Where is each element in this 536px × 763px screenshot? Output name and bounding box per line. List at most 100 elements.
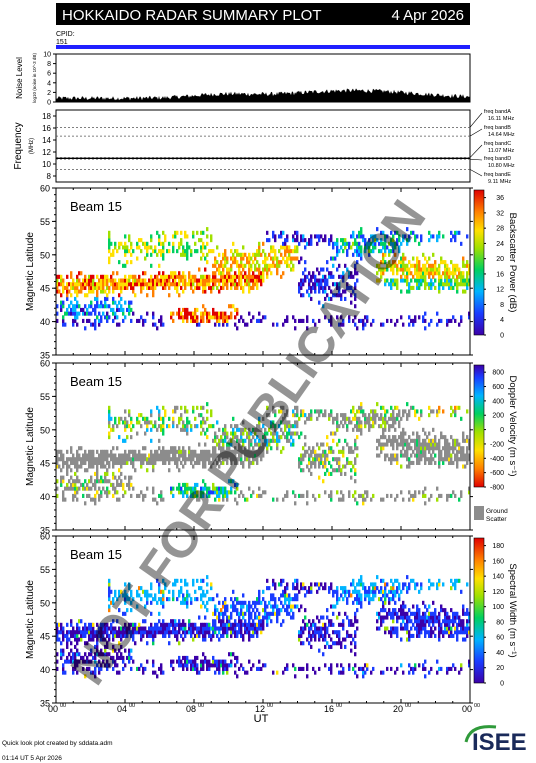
scatter-cell [236, 252, 239, 257]
scatter-cell [128, 234, 131, 239]
scatter-cell [74, 493, 77, 498]
scatter-cell [106, 285, 109, 290]
scatter-cell [324, 282, 327, 287]
scatter-cell [330, 497, 333, 502]
scatter-cell [78, 311, 81, 316]
scatter-cell [292, 604, 295, 609]
scatter-cell [196, 307, 199, 312]
scatter-cell [98, 666, 101, 671]
scatter-cell [188, 446, 191, 451]
scatter-cell [462, 464, 465, 469]
scatter-cell [72, 482, 75, 487]
scatter-cell [130, 307, 133, 312]
scatter-cell [72, 460, 75, 465]
scatter-cell [190, 427, 193, 432]
scatter-cell [282, 431, 285, 436]
scatter-cell [340, 245, 343, 250]
scatter-cell [220, 438, 223, 443]
scatter-cell [462, 271, 465, 276]
scatter-cell [432, 615, 435, 620]
scatter-cell [372, 424, 375, 429]
scatter-cell [314, 278, 317, 283]
scatter-cell [388, 589, 391, 594]
scatter-cell [434, 619, 437, 624]
scatter-cell [294, 424, 297, 429]
scatter-cell [236, 263, 239, 268]
colorbar-tick-label: 28 [496, 226, 504, 233]
scatter-cell [442, 460, 445, 465]
scatter-cell [344, 438, 347, 443]
scatter-cell [356, 427, 359, 432]
scatter-cell [322, 449, 325, 454]
scatter-cell [200, 249, 203, 254]
scatter-cell [198, 322, 201, 327]
scatter-cell [176, 637, 179, 642]
scatter-cell [92, 655, 95, 660]
scatter-cell [336, 285, 339, 290]
scatter-cell [260, 666, 263, 671]
scatter-cell [66, 460, 69, 465]
scatter-cell [392, 234, 395, 239]
scatter-cell [84, 652, 87, 657]
scatter-cell [332, 263, 335, 268]
scatter-cell [138, 457, 141, 462]
scatter-cell [324, 663, 327, 668]
scatter-cell [302, 453, 305, 458]
scatter-cell [238, 449, 241, 454]
scatter-cell [98, 304, 101, 309]
scatter-cell [282, 322, 285, 327]
scatter-cell [234, 633, 237, 638]
scatter-cell [236, 449, 239, 454]
scatter-cell [410, 633, 413, 638]
scatter-cell [210, 464, 213, 469]
scatter-cell [458, 267, 461, 272]
scatter-cell [172, 318, 175, 323]
scatter-cell [274, 582, 277, 587]
scatter-cell [450, 413, 453, 418]
scatter-cell [364, 490, 367, 495]
scatter-cell [346, 267, 349, 272]
scatter-cell [222, 431, 225, 436]
scatter-cell [242, 464, 245, 469]
scatter-cell [348, 633, 351, 638]
scatter-cell [368, 238, 371, 243]
scatter-cell [76, 453, 79, 458]
scatter-cell [254, 604, 257, 609]
scatter-cell [332, 604, 335, 609]
scatter-cell [100, 630, 103, 635]
scatter-cell [336, 413, 339, 418]
scatter-cell [234, 490, 237, 495]
scatter-cell [112, 300, 115, 305]
scatter-cell [258, 626, 261, 631]
scatter-cell [448, 278, 451, 283]
scatter-cell [234, 608, 237, 613]
scatter-cell [248, 282, 251, 287]
scatter-cell [338, 289, 341, 294]
scatter-cell [268, 615, 271, 620]
scatter-cell [176, 424, 179, 429]
scatter-cell [244, 626, 247, 631]
scatter-cell [248, 442, 251, 447]
scatter-cell [242, 438, 245, 443]
scatter-cell [290, 267, 293, 272]
scatter-cell [98, 318, 101, 323]
scatter-cell [76, 637, 79, 642]
scatter-cell [116, 315, 119, 320]
y-tick-label: 60 [40, 184, 50, 194]
scatter-cell [70, 655, 73, 660]
scatter-cell [212, 457, 215, 462]
scatter-cell [142, 271, 145, 276]
scatter-cell [264, 615, 267, 620]
scatter-cell [130, 600, 133, 605]
scatter-cell [262, 315, 265, 320]
scatter-cell [400, 435, 403, 440]
scatter-cell [432, 271, 435, 276]
scatter-cell [344, 241, 347, 246]
scatter-cell [62, 663, 65, 668]
scatter-cell [368, 597, 371, 602]
scatter-cell [106, 460, 109, 465]
scatter-cell [254, 615, 257, 620]
scatter-cell [246, 431, 249, 436]
scatter-cell [318, 300, 321, 305]
scatter-cell [338, 249, 341, 254]
